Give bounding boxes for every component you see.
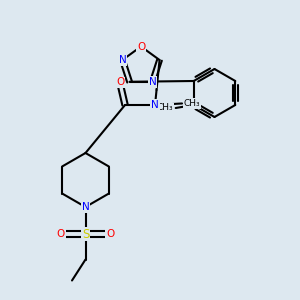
Text: O: O: [106, 229, 114, 239]
Text: S: S: [82, 227, 89, 241]
Text: CH₃: CH₃: [184, 99, 200, 108]
Text: O: O: [57, 229, 65, 239]
Text: CH₃: CH₃: [157, 103, 173, 112]
Text: N: N: [151, 100, 159, 110]
Text: N: N: [148, 77, 156, 87]
Text: O: O: [137, 41, 145, 52]
Text: N: N: [82, 202, 89, 212]
Text: N: N: [118, 55, 126, 65]
Text: O: O: [116, 77, 125, 88]
